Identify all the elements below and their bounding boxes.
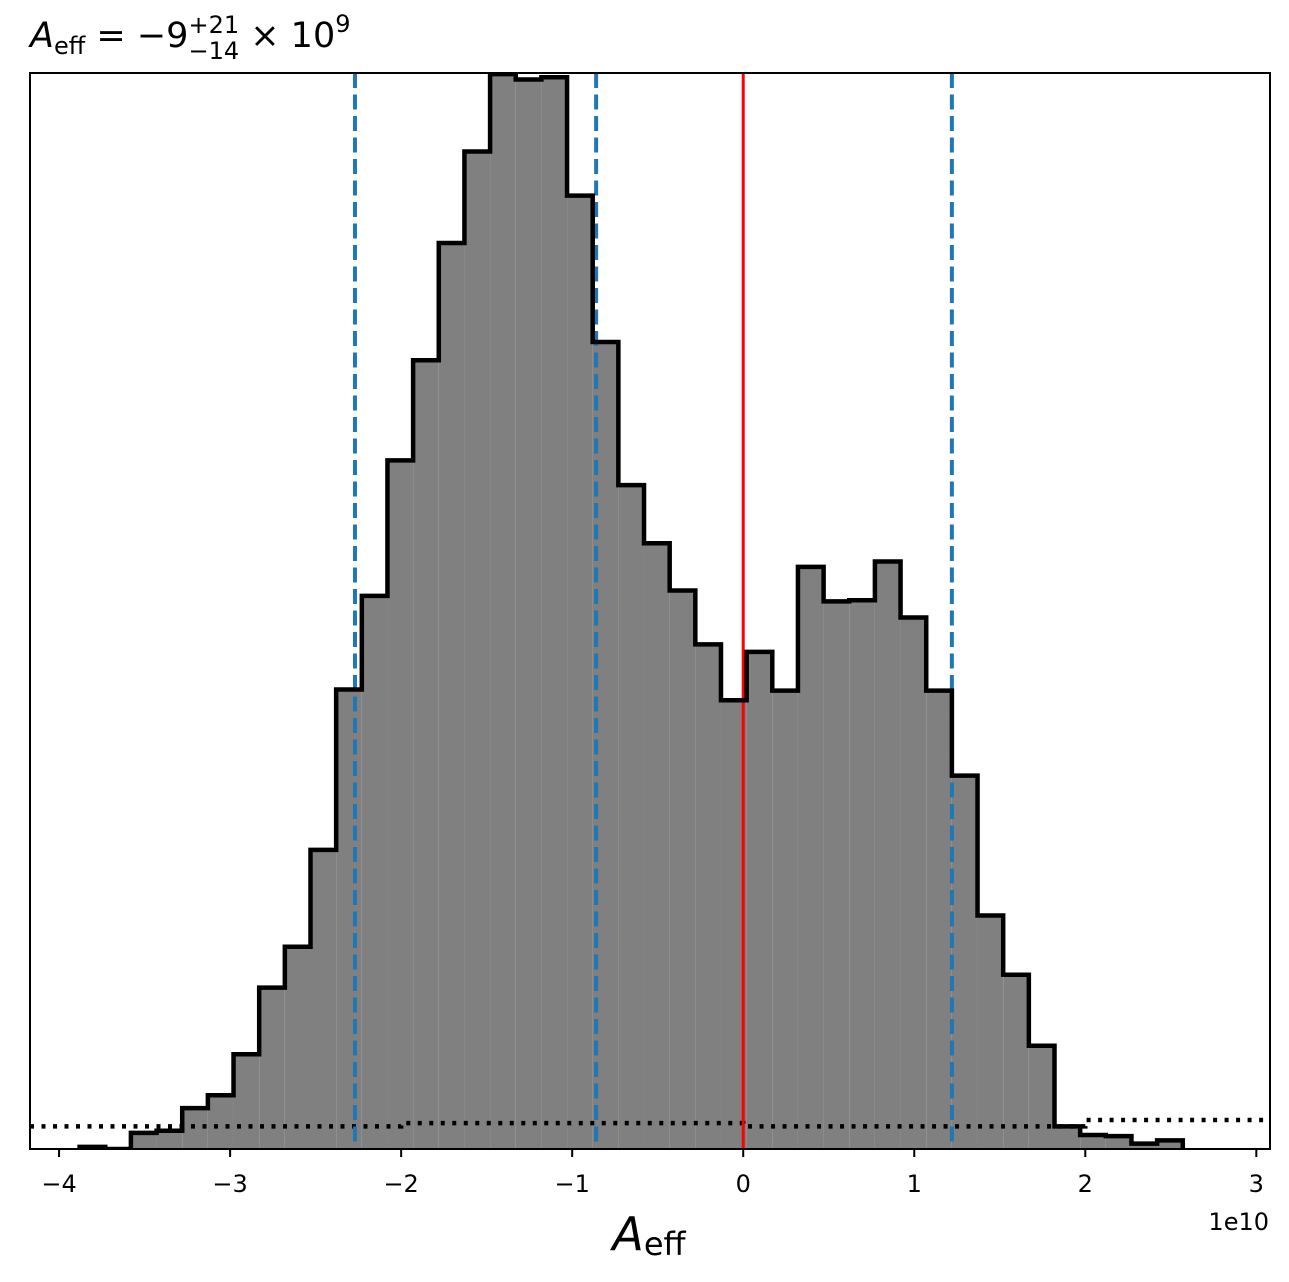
x-tick-label: 1 [907, 1170, 922, 1198]
histogram-bar [849, 600, 875, 1149]
histogram-bar [1028, 1045, 1055, 1149]
histogram-bar [1131, 1143, 1158, 1149]
histogram-bar [259, 987, 285, 1149]
histogram-bar [1003, 974, 1029, 1149]
title-subscript: eff [54, 32, 86, 60]
histogram-outline [77, 73, 1186, 1149]
title-lower-error: −14 [188, 37, 239, 65]
histogram-bar [695, 644, 721, 1149]
histogram-bar [1157, 1140, 1183, 1149]
title-median: −9 [137, 16, 189, 56]
histogram-bar [951, 775, 978, 1149]
chart-title: Aeff = −9+21 −14 × 109 [28, 10, 351, 65]
xlabel-symbol: A [609, 1207, 643, 1261]
histogram-bar [567, 195, 593, 1149]
histogram-bar [413, 360, 439, 1149]
x-tick-label: −1 [554, 1170, 589, 1198]
axis-offset-label: 1e10 [1208, 1208, 1269, 1236]
title-exponent: 9 [335, 10, 350, 38]
plot-area [29, 72, 1271, 1150]
x-tick-label: −2 [383, 1170, 418, 1198]
x-axis: −4 −3 −2 −1 0 1 2 3 [41, 1149, 1264, 1198]
histogram-bar [464, 151, 491, 1149]
histogram-bar [926, 690, 952, 1149]
histogram-bar [900, 617, 927, 1149]
x-tick-label: −4 [41, 1170, 76, 1198]
histogram-bar [515, 79, 542, 1149]
x-tick-label: 0 [736, 1170, 751, 1198]
histogram-bar [1105, 1136, 1132, 1149]
plot-content [30, 73, 1270, 1149]
axes-frame [29, 72, 1271, 1150]
histogram-bar [361, 595, 388, 1149]
histogram-bar [977, 915, 1004, 1149]
histogram-bar [541, 77, 568, 1149]
title-symbol: A [28, 16, 54, 56]
histogram-bar [387, 460, 414, 1149]
histogram-bar [823, 601, 850, 1149]
histogram-bar [130, 1132, 157, 1149]
title-equals: = [85, 16, 137, 56]
x-axis-label: Aeff [609, 1207, 686, 1263]
histogram-bar [156, 1130, 183, 1149]
x-tick-label: −3 [212, 1170, 247, 1198]
histogram-bar [644, 543, 670, 1149]
histogram-bar [438, 243, 465, 1149]
histogram-bar [1080, 1135, 1106, 1149]
histogram-bar [310, 849, 337, 1149]
title-upper-error: +21 [188, 11, 239, 39]
histogram-bar [772, 690, 798, 1149]
histogram-bar [746, 651, 773, 1149]
histogram-bar [490, 74, 516, 1149]
x-tick-label: 2 [1078, 1170, 1093, 1198]
xlabel-subscript: eff [644, 1225, 687, 1263]
histogram-bar [874, 561, 901, 1149]
histogram-bar [618, 485, 645, 1149]
histogram-bar [207, 1095, 234, 1149]
histogram-bar [669, 590, 696, 1149]
histogram-bar [336, 689, 362, 1149]
histogram-bar [284, 946, 311, 1149]
x-tick-label: 3 [1249, 1170, 1264, 1198]
histogram-bar [233, 1054, 260, 1149]
histogram-bar [797, 566, 824, 1149]
title-times: × 10 [239, 16, 335, 56]
prior-line [30, 1117, 1270, 1129]
histogram-bar [1054, 1126, 1081, 1149]
